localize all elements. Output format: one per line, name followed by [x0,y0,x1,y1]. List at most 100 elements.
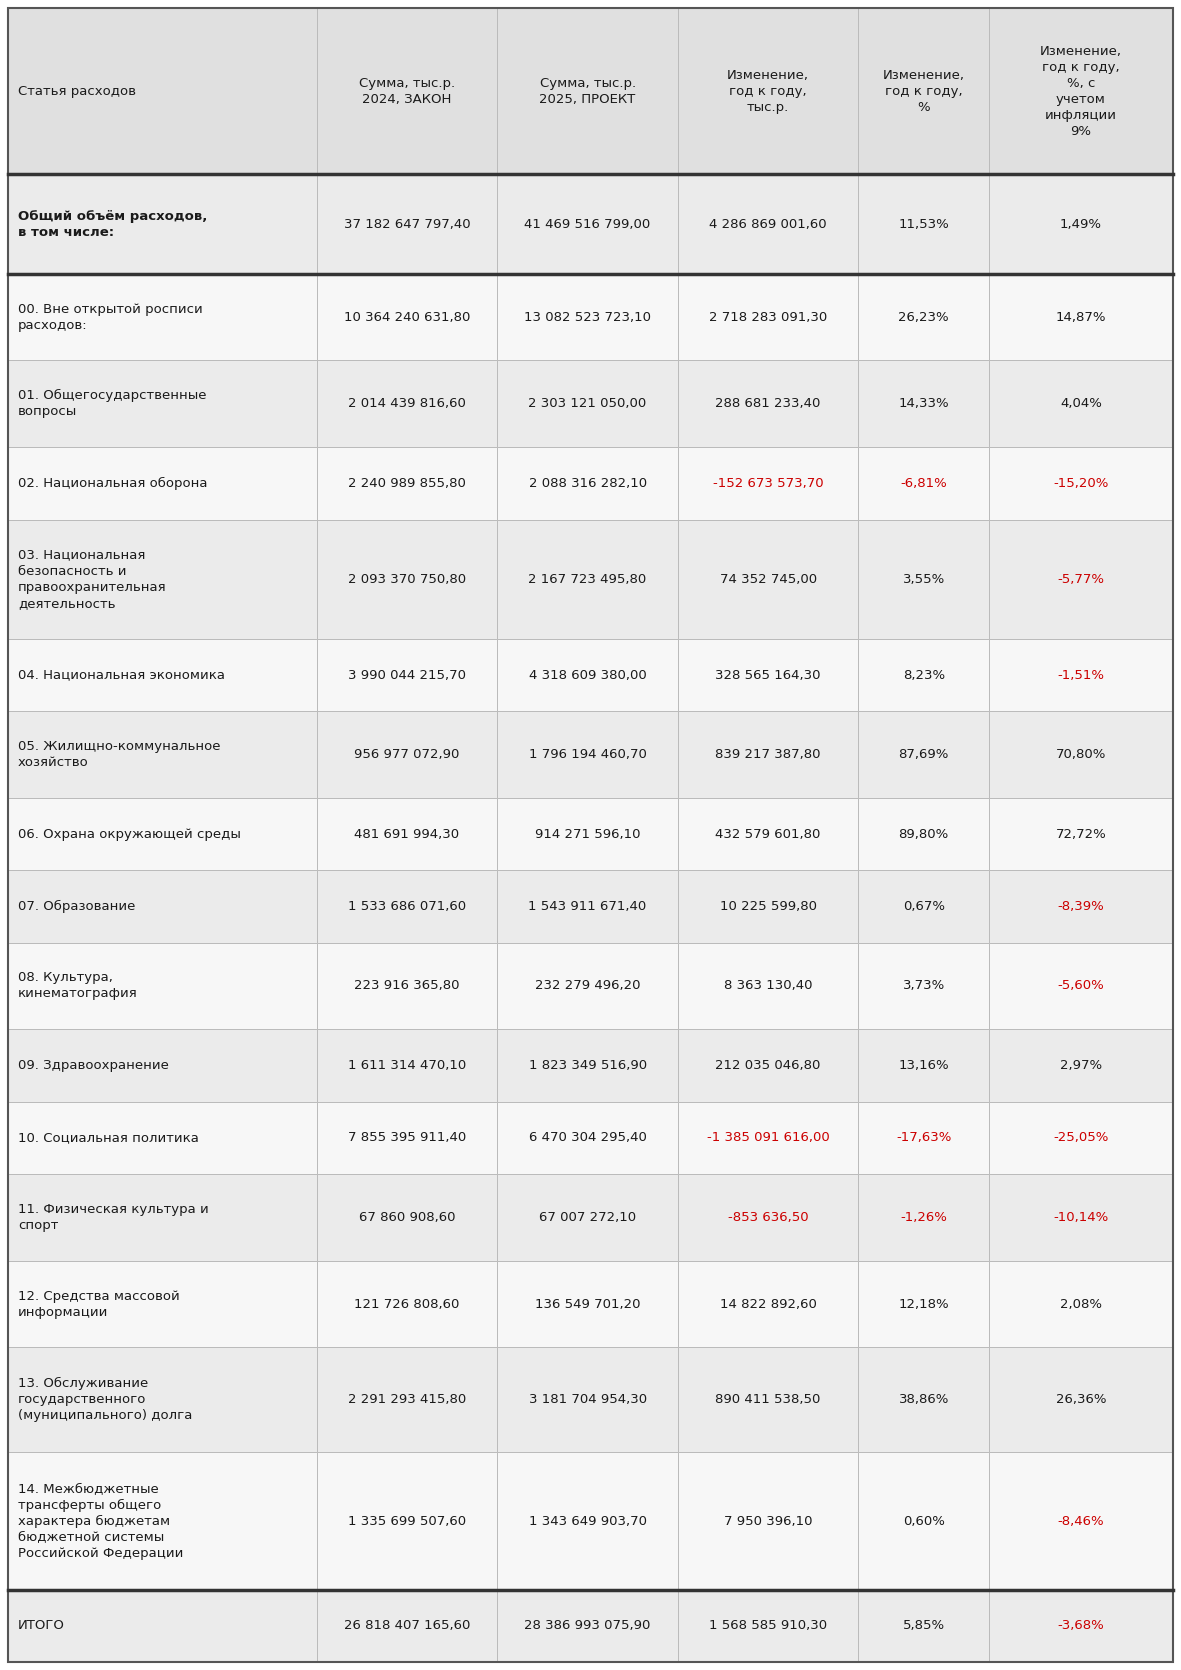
Text: 05. Жилищно-коммунальное
хозяйство: 05. Жилищно-коммунальное хозяйство [18,740,221,770]
Bar [497,870,678,942]
Text: Сумма, тыс.р.
2025, ПРОЕКТ: Сумма, тыс.р. 2025, ПРОЕКТ [540,77,635,105]
Text: 839 217 387,80: 839 217 387,80 [716,748,821,762]
Bar [678,1453,859,1590]
Bar [988,1453,1173,1590]
Bar [317,519,497,640]
Text: 10 225 599,80: 10 225 599,80 [719,900,817,913]
Text: 1 568 585 910,30: 1 568 585 910,30 [709,1620,827,1632]
Bar [678,1590,859,1662]
Text: 13 082 523 723,10: 13 082 523 723,10 [524,311,651,324]
Bar [497,448,678,519]
Text: 11,53%: 11,53% [899,217,950,230]
Text: 72,72%: 72,72% [1056,828,1107,840]
Bar [678,1174,859,1261]
Text: 00. Вне открытой росписи
расходов:: 00. Вне открытой росписи расходов: [18,302,203,332]
Text: 1 611 314 470,10: 1 611 314 470,10 [348,1059,466,1072]
Text: 10. Социальная политика: 10. Социальная политика [18,1131,198,1144]
Text: -17,63%: -17,63% [896,1131,952,1144]
Text: -15,20%: -15,20% [1053,478,1109,489]
Text: 288 681 233,40: 288 681 233,40 [716,397,821,411]
Text: -1,26%: -1,26% [900,1211,947,1224]
Bar [8,1102,317,1174]
Bar [678,870,859,942]
Text: -8,39%: -8,39% [1058,900,1104,913]
Bar [497,174,678,274]
Text: Статья расходов: Статья расходов [18,85,136,97]
Bar [678,448,859,519]
Bar [317,942,497,1029]
Text: 13. Обслуживание
государственного
(муниципального) долга: 13. Обслуживание государственного (муниц… [18,1378,193,1423]
Text: 89,80%: 89,80% [899,828,948,840]
Bar [988,519,1173,640]
Bar [678,711,859,798]
Bar [859,640,988,711]
Bar [317,1174,497,1261]
Text: 74 352 745,00: 74 352 745,00 [719,573,817,586]
Text: 12,18%: 12,18% [899,1298,950,1311]
Text: 2 718 283 091,30: 2 718 283 091,30 [709,311,827,324]
Bar [8,640,317,711]
Text: Общий объём расходов,
в том числе:: Общий объём расходов, в том числе: [18,209,208,239]
Text: -5,77%: -5,77% [1057,573,1104,586]
Bar [8,798,317,870]
Bar [317,274,497,361]
Bar [859,1102,988,1174]
Text: 328 565 164,30: 328 565 164,30 [716,668,821,681]
Bar [317,1102,497,1174]
Bar [678,274,859,361]
Text: 41 469 516 799,00: 41 469 516 799,00 [524,217,651,230]
Text: 26,23%: 26,23% [899,311,950,324]
Text: 956 977 072,90: 956 977 072,90 [354,748,459,762]
Text: 06. Охрана окружающей среды: 06. Охрана окружающей среды [18,828,241,840]
Bar [988,1029,1173,1102]
Text: -8,46%: -8,46% [1058,1515,1104,1528]
Text: 212 035 046,80: 212 035 046,80 [716,1059,821,1072]
Bar [8,711,317,798]
Bar [859,798,988,870]
Text: Изменение,
год к году,
тыс.р.: Изменение, год к году, тыс.р. [727,68,809,114]
Bar [497,942,678,1029]
Text: 09. Здравоохранение: 09. Здравоохранение [18,1059,169,1072]
Text: 481 691 994,30: 481 691 994,30 [354,828,459,840]
Text: 4 286 869 001,60: 4 286 869 001,60 [710,217,827,230]
Bar [678,1029,859,1102]
Bar [859,8,988,174]
Bar [8,1174,317,1261]
Bar [8,1029,317,1102]
Bar [678,519,859,640]
Text: 70,80%: 70,80% [1056,748,1107,762]
Bar [859,1174,988,1261]
Bar [678,361,859,448]
Bar [859,1453,988,1590]
Text: 67 007 272,10: 67 007 272,10 [539,1211,637,1224]
Text: Изменение,
год к году,
%: Изменение, год к году, % [882,68,965,114]
Bar [8,361,317,448]
Bar [859,274,988,361]
Text: 5,85%: 5,85% [902,1620,945,1632]
Text: ИТОГО: ИТОГО [18,1620,65,1632]
Text: 8,23%: 8,23% [902,668,945,681]
Text: 14,33%: 14,33% [899,397,950,411]
Text: -10,14%: -10,14% [1053,1211,1109,1224]
Bar [317,798,497,870]
Text: 3 990 044 215,70: 3 990 044 215,70 [348,668,466,681]
Bar [497,798,678,870]
Bar [497,274,678,361]
Bar [678,640,859,711]
Bar [859,361,988,448]
Bar [317,448,497,519]
Text: 1 543 911 671,40: 1 543 911 671,40 [528,900,647,913]
Text: 3,55%: 3,55% [902,573,945,586]
Bar [678,1348,859,1453]
Text: 914 271 596,10: 914 271 596,10 [535,828,640,840]
Text: -5,60%: -5,60% [1058,979,1104,992]
Text: 3,73%: 3,73% [902,979,945,992]
Text: 14,87%: 14,87% [1056,311,1107,324]
Bar [678,1102,859,1174]
Bar [859,448,988,519]
Text: 7 855 395 911,40: 7 855 395 911,40 [348,1131,466,1144]
Bar [317,1453,497,1590]
Bar [317,1590,497,1662]
Text: 1 533 686 071,60: 1 533 686 071,60 [348,900,466,913]
Bar [678,942,859,1029]
